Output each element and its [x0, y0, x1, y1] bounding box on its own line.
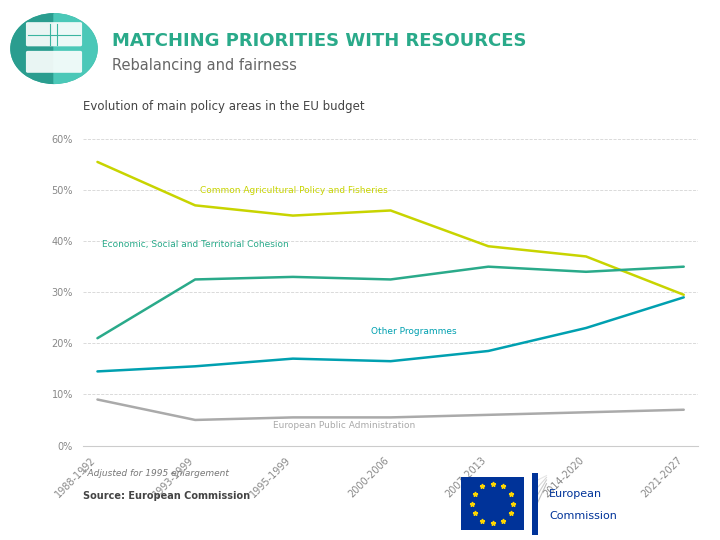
Text: Other Programmes: Other Programmes	[371, 327, 456, 336]
Text: Source: European Commission: Source: European Commission	[83, 491, 250, 501]
Bar	[461, 477, 524, 530]
Text: Commission: Commission	[549, 511, 617, 521]
FancyBboxPatch shape	[26, 22, 82, 46]
Text: MATCHING PRIORITIES WITH RESOURCES: MATCHING PRIORITIES WITH RESOURCES	[112, 31, 526, 50]
Text: Common Agricultural Policy and Fisheries: Common Agricultural Policy and Fisheries	[200, 186, 388, 195]
Ellipse shape	[11, 14, 97, 83]
Bar	[532, 472, 538, 535]
Text: *Adjusted for 1995 enlargement: *Adjusted for 1995 enlargement	[83, 469, 229, 478]
FancyBboxPatch shape	[26, 51, 82, 73]
Text: Economic, Social and Territorial Cohesion: Economic, Social and Territorial Cohesio…	[102, 240, 289, 249]
Text: European Public Administration: European Public Administration	[274, 421, 415, 430]
Text: Evolution of main policy areas in the EU budget: Evolution of main policy areas in the EU…	[83, 100, 364, 113]
Text: European: European	[549, 489, 602, 500]
Wedge shape	[11, 14, 54, 83]
Wedge shape	[54, 14, 97, 83]
Text: Rebalancing and fairness: Rebalancing and fairness	[112, 58, 297, 73]
